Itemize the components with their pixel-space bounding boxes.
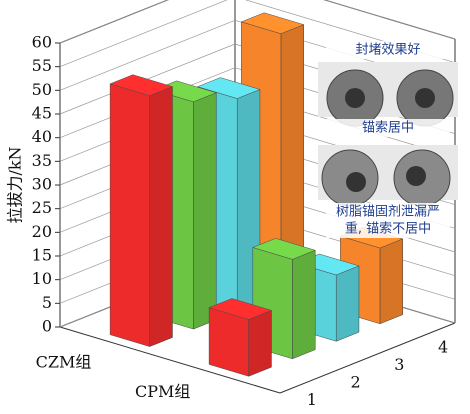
bar xyxy=(110,75,172,347)
photo-core xyxy=(346,172,366,192)
bar-face xyxy=(150,87,173,347)
bar-face xyxy=(249,310,272,376)
y-tick-label: 55 xyxy=(32,56,52,75)
photo-core xyxy=(345,88,365,108)
y-tick-label: 25 xyxy=(32,198,52,217)
grid-line xyxy=(60,0,235,43)
depth-tick-label: 1 xyxy=(307,390,317,409)
bar-face xyxy=(292,250,315,359)
bar-face xyxy=(336,266,359,341)
depth-tick-label: 3 xyxy=(394,355,404,374)
photo-core xyxy=(406,166,426,186)
y-tick-label: 60 xyxy=(32,33,52,52)
depth-tick-label: 2 xyxy=(351,372,361,391)
annotation: 树脂锚固剂泄漏严 xyxy=(336,204,440,220)
y-tick-label: 20 xyxy=(32,222,52,241)
axis-edge xyxy=(60,0,235,43)
y-tick-label: 5 xyxy=(42,293,52,312)
grid-line xyxy=(60,0,235,67)
photo-core xyxy=(415,88,435,108)
y-tick-label: 35 xyxy=(32,151,52,170)
bar-face xyxy=(193,93,216,329)
y-tick-label: 50 xyxy=(32,80,52,99)
annotation: 锚索居中 xyxy=(362,121,414,136)
y-tick-label: 15 xyxy=(32,246,52,265)
x-tick-label: CZM组 xyxy=(36,352,92,371)
depth-tick-label: 4 xyxy=(438,337,448,356)
y-tick-label: 0 xyxy=(42,317,52,336)
chart: 0 5 10 15 20 25 30 35 40 45 50 55 60 拉拔力/kN CZM组 CPM组 1… xyxy=(0,0,470,414)
y-tick-label: 10 xyxy=(32,269,52,288)
annotation: 重, 锚索不居中 xyxy=(345,221,431,237)
y-tick-label: 30 xyxy=(32,175,52,194)
y-tick-label: 45 xyxy=(32,104,52,123)
y-tick-label: 40 xyxy=(32,127,52,146)
y-axis-title: 拉拔力/kN xyxy=(6,146,25,223)
bar-face xyxy=(110,84,150,347)
bar-face xyxy=(380,239,403,324)
bar xyxy=(209,298,271,376)
annotation: 封堵效果好 xyxy=(355,43,420,58)
x-tick-label: CPM组 xyxy=(135,382,190,401)
